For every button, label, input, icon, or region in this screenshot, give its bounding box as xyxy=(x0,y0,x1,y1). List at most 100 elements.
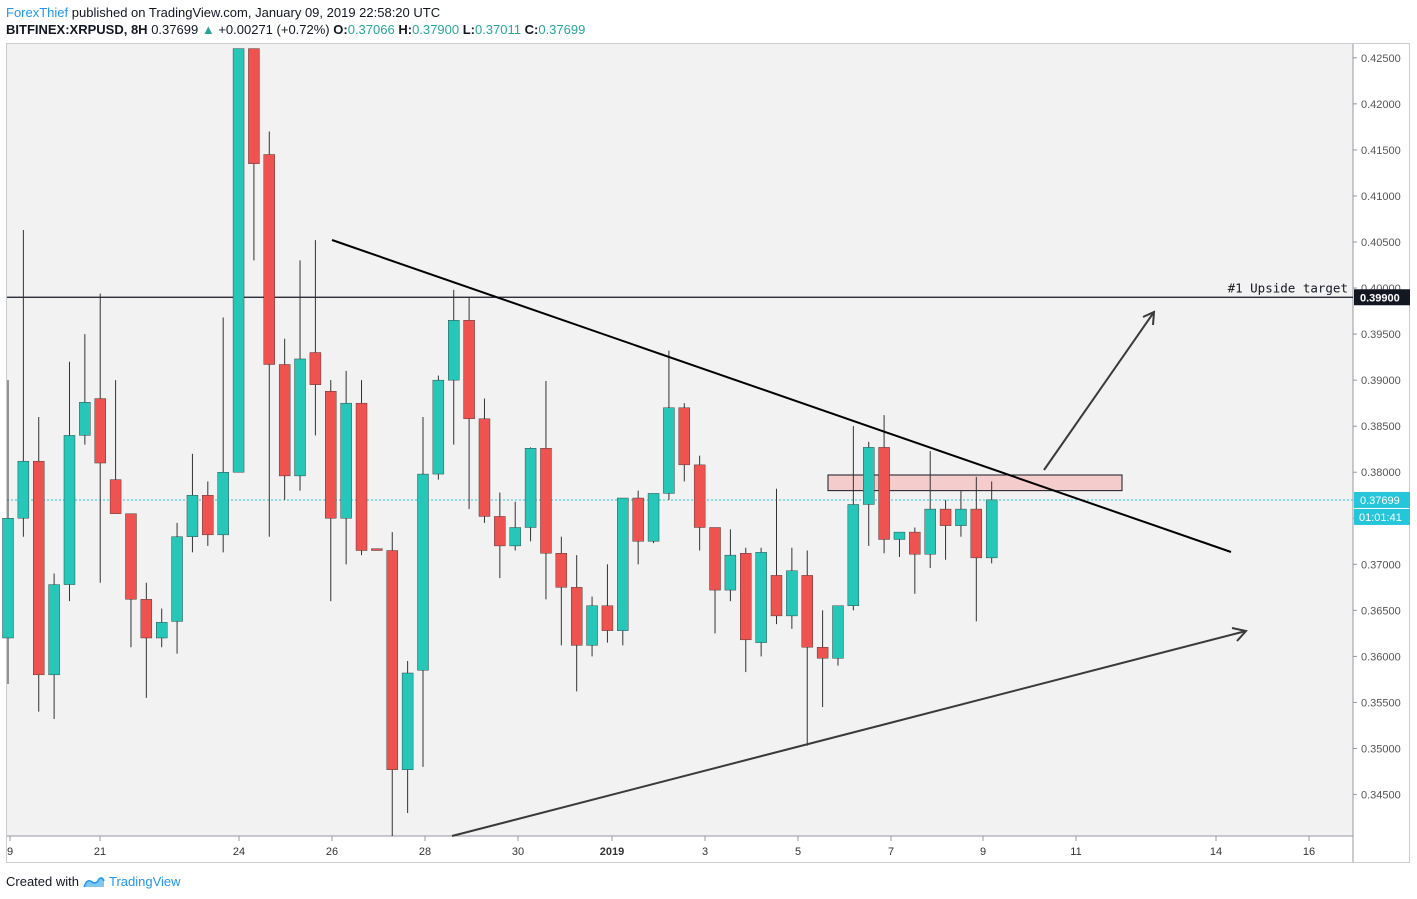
candle-body[interactable] xyxy=(693,464,706,528)
candle-body[interactable] xyxy=(955,508,967,526)
candle-body[interactable] xyxy=(939,508,952,526)
candle-body[interactable] xyxy=(48,584,60,676)
candle-body[interactable] xyxy=(540,448,552,554)
candle-body[interactable] xyxy=(740,553,752,641)
candle-body[interactable] xyxy=(755,552,767,643)
candle-body[interactable] xyxy=(417,473,429,671)
candle-body[interactable] xyxy=(155,622,168,639)
y-tick-label: 0.42000 xyxy=(1361,99,1401,111)
candle-body[interactable] xyxy=(647,493,660,542)
candle-body[interactable] xyxy=(294,358,306,477)
candle-body[interactable] xyxy=(494,516,506,547)
candle-body[interactable] xyxy=(17,460,30,519)
candle-body[interactable] xyxy=(970,508,983,559)
candle-body[interactable] xyxy=(263,154,275,365)
candle-body[interactable] xyxy=(248,48,260,164)
current-price-badge xyxy=(1354,491,1410,508)
y-tick-label: 0.34500 xyxy=(1361,790,1401,802)
candle-body[interactable] xyxy=(663,407,675,494)
candle-body[interactable] xyxy=(801,575,813,648)
x-tick-label: 24 xyxy=(233,846,245,858)
candle-body[interactable] xyxy=(816,647,829,659)
price-change: +0.00271 (+0.72%) xyxy=(218,22,330,37)
candle-body[interactable] xyxy=(171,536,183,622)
candle-body[interactable] xyxy=(847,504,860,606)
candle-body[interactable] xyxy=(309,352,322,385)
low-label: L: xyxy=(462,22,475,37)
low-value: 0.37011 xyxy=(474,22,521,37)
tradingview-logo-icon xyxy=(83,876,105,887)
symbol-info: BITFINEX:XRPUSD, 8H 0.37699 ▲ +0.00271 (… xyxy=(6,22,585,37)
tradingview-link[interactable]: TradingView xyxy=(108,874,181,889)
y-tick-label: 0.39500 xyxy=(1361,329,1401,341)
x-tick-label: 9 xyxy=(980,846,986,858)
candle-body[interactable] xyxy=(878,447,890,540)
candle-body[interactable] xyxy=(601,605,614,631)
candle-body[interactable] xyxy=(109,479,122,514)
publish-info: ForexThief published on TradingView.com,… xyxy=(6,5,440,20)
y-tick-label: 0.42500 xyxy=(1361,53,1401,65)
candle-body[interactable] xyxy=(570,587,583,646)
x-tick-label: 9 xyxy=(7,846,13,858)
x-tick-label: 5 xyxy=(795,846,801,858)
arrow-head-icon xyxy=(1142,310,1156,326)
candle-body[interactable] xyxy=(985,499,998,559)
candle-body[interactable] xyxy=(786,570,798,617)
candle-body[interactable] xyxy=(355,402,368,551)
candle-body[interactable] xyxy=(386,550,398,770)
descending-trendline[interactable] xyxy=(331,239,1232,553)
x-tick-label: 2019 xyxy=(600,846,624,858)
candle-body[interactable] xyxy=(893,531,906,540)
candle-body[interactable] xyxy=(448,320,460,381)
candle-body[interactable] xyxy=(463,320,475,420)
y-tick-label: 0.41000 xyxy=(1361,191,1401,203)
open-value: 0.37066 xyxy=(347,22,395,37)
candle-body[interactable] xyxy=(278,364,291,477)
footer: Created with TradingView xyxy=(6,874,181,889)
candle-body[interactable] xyxy=(371,548,383,551)
candle-body[interactable] xyxy=(770,575,783,617)
candle-body[interactable] xyxy=(724,554,737,591)
close-value: 0.37699 xyxy=(538,22,586,37)
candle-body[interactable] xyxy=(909,531,921,555)
ascending-trendline-arrow[interactable] xyxy=(451,630,1247,837)
candle-body[interactable] xyxy=(555,553,568,588)
author-link[interactable]: ForexThief xyxy=(6,5,69,20)
candle-body[interactable] xyxy=(678,407,690,466)
x-tick-label: 16 xyxy=(1303,846,1315,858)
candle-body[interactable] xyxy=(33,460,45,676)
candle-body[interactable] xyxy=(217,472,229,536)
candle-body[interactable] xyxy=(202,495,214,536)
candle-body[interactable] xyxy=(401,672,414,770)
candle-body[interactable] xyxy=(94,398,106,464)
candle-body[interactable] xyxy=(79,402,91,436)
candle-body[interactable] xyxy=(325,390,337,519)
candle-body[interactable] xyxy=(140,599,153,639)
candle-body[interactable] xyxy=(509,527,521,547)
resistance-zone[interactable] xyxy=(827,474,1123,492)
candle-body[interactable] xyxy=(924,508,936,555)
candle-body[interactable] xyxy=(478,418,491,517)
candle-body[interactable] xyxy=(125,513,137,600)
candle-body[interactable] xyxy=(232,48,245,473)
target-price-badge xyxy=(1354,289,1410,306)
candle-body[interactable] xyxy=(186,495,199,537)
candle-body[interactable] xyxy=(586,605,598,646)
candle-body[interactable] xyxy=(2,518,14,639)
symbol-label[interactable]: BITFINEX:XRPUSD, 8H xyxy=(6,22,148,37)
candle-body[interactable] xyxy=(432,379,445,475)
candle-body[interactable] xyxy=(632,497,644,542)
breakout-arrow[interactable] xyxy=(1043,311,1155,471)
candle-body[interactable] xyxy=(63,435,76,585)
up-triangle-icon: ▲ xyxy=(201,22,215,37)
candle-body[interactable] xyxy=(832,605,844,659)
candle-body[interactable] xyxy=(524,448,537,528)
candle-body[interactable] xyxy=(709,527,721,591)
upside-target-label: #1 Upside target xyxy=(1228,280,1348,295)
candle-body[interactable] xyxy=(340,402,352,519)
x-tick-label: 30 xyxy=(512,846,524,858)
arrow-head-icon xyxy=(1231,627,1248,642)
candle-body[interactable] xyxy=(863,447,875,505)
candle-body[interactable] xyxy=(617,497,629,631)
